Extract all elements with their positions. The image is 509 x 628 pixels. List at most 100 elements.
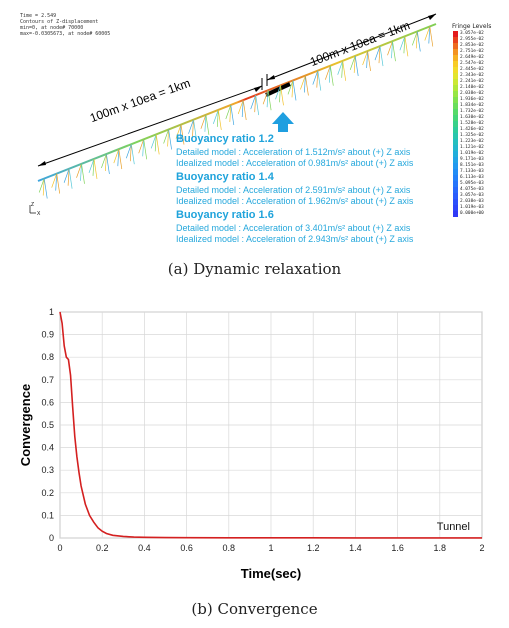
tether-line [416, 31, 421, 52]
tether-line [300, 75, 306, 90]
y-tick-label: 0.1 [41, 510, 54, 520]
tether-line [391, 41, 393, 59]
tether-line [68, 168, 73, 189]
legend-level-label: 1.936e-02 [460, 97, 484, 102]
tether-line [399, 36, 406, 51]
y-tick-labels: 0 0.1 0.2 0.3 0.4 0.5 0.6 0.7 0.8 0.9 1 [41, 307, 54, 543]
annotation-idealized-2: Idealized model : Acceleration of 1.962m… [176, 196, 414, 206]
legend-swatch [453, 115, 458, 121]
x-tick-label: 1.2 [307, 543, 320, 553]
legend-level-label: 7.133e-03 [460, 169, 484, 174]
series-line-tunnel [59, 311, 482, 539]
tether-line [93, 158, 98, 179]
tether-line [374, 45, 381, 61]
tether-line [353, 55, 356, 73]
annotation-idealized-3: Idealized model : Acceleration of 2.943m… [176, 234, 414, 244]
legend-swatch [453, 199, 458, 205]
legend-swatch [453, 211, 458, 217]
legend-level-label: 2.140e-02 [460, 85, 484, 90]
tether-line [275, 85, 281, 100]
tether-line [138, 139, 145, 154]
tether-line [150, 134, 157, 149]
tether-line [366, 50, 368, 69]
legend-level-label: 3.057e-03 [460, 193, 484, 198]
tether-line [155, 134, 160, 155]
tether-line [92, 158, 95, 176]
legend-swatch [453, 205, 458, 211]
tether-line [341, 60, 344, 78]
tether-line [212, 109, 219, 125]
tether-line [118, 149, 123, 170]
legend-level-label: 2.445e-02 [460, 67, 484, 72]
legend-swatch [453, 61, 458, 67]
legend-swatch [453, 133, 458, 139]
meta-line-min: min=0, at node# 70000 [20, 25, 84, 31]
x-tick-label: 2 [479, 543, 484, 553]
tether-line [51, 173, 58, 188]
tether-line [125, 144, 132, 159]
legend-swatch [453, 85, 458, 91]
legend-swatch [453, 97, 458, 103]
tether-line [105, 153, 107, 172]
tether-line [411, 31, 418, 46]
legend-level-label: 0.000e+00 [460, 211, 484, 216]
convergence-chart-svg: 0 0.1 0.2 0.3 0.4 0.5 0.6 0.7 0.8 0.9 1 0 0.2 0.4 0.6… [18, 307, 485, 581]
tether-line [403, 36, 406, 54]
legend-swatch [453, 49, 458, 55]
legend-level-label: 1.325e-02 [460, 133, 484, 138]
tether-line [279, 85, 281, 103]
tether-line [63, 168, 70, 183]
tether-line [254, 95, 257, 113]
dimension-arrowhead [254, 86, 262, 92]
dimension-arrowhead [267, 75, 275, 80]
tether-line [188, 119, 194, 134]
tether-line [142, 139, 145, 157]
legend-swatch [453, 43, 458, 49]
annotation-detailed-2: Detailed model : Acceleration of 2.591m/… [176, 185, 411, 195]
tether-line [349, 55, 356, 71]
legend-swatch [453, 109, 458, 115]
dimension-arrowhead [38, 161, 46, 166]
caption-b: (b) Convergence [191, 600, 318, 618]
tether-line [280, 85, 284, 106]
dynamic-relaxation-panel: Time = 2.549 Contours of Z-displacement … [0, 0, 509, 250]
tether-line [304, 75, 306, 93]
tether-line [200, 114, 207, 129]
annotation-detailed-3: Detailed model : Acceleration of 3.401m/… [176, 223, 411, 233]
chart-grid [59, 311, 483, 539]
legend-level-label: 1.019e-02 [460, 151, 484, 156]
legend-swatch [453, 103, 458, 109]
tether-group [38, 26, 434, 199]
legend-swatch [453, 145, 458, 151]
tunnel-joint-segment [265, 82, 291, 97]
x-tick-label: 0.6 [180, 543, 193, 553]
legend-swatch [453, 181, 458, 187]
tether-line [130, 144, 135, 165]
legend-level-label: 8.151e-03 [460, 163, 484, 168]
tether-line [217, 109, 222, 130]
tether-line [205, 114, 210, 135]
tether-line [241, 99, 244, 118]
y-tick-label: 0.7 [41, 375, 54, 385]
tether-line [193, 119, 197, 140]
legend-level-label: 2.853e-02 [460, 43, 484, 48]
y-tick-label: 1 [49, 307, 54, 317]
tether-line [292, 80, 297, 101]
legend-swatch [453, 151, 458, 157]
tether-line [387, 41, 393, 56]
legend-swatch [453, 79, 458, 85]
tether-line [312, 70, 319, 85]
tether-line [230, 104, 235, 126]
tether-line [337, 60, 344, 75]
tether-line [216, 109, 219, 127]
tether-line [287, 80, 294, 95]
axis-triad-x-label: X [37, 211, 41, 217]
tether-line [316, 70, 319, 88]
tether-line [428, 26, 431, 44]
x-tick-label: 0.4 [138, 543, 151, 553]
legend-swatch [453, 157, 458, 163]
dimension-line-right [266, 13, 437, 81]
legend-swatch [453, 91, 458, 97]
legend-swatch [453, 169, 458, 175]
dimension-arrowhead [428, 14, 436, 20]
